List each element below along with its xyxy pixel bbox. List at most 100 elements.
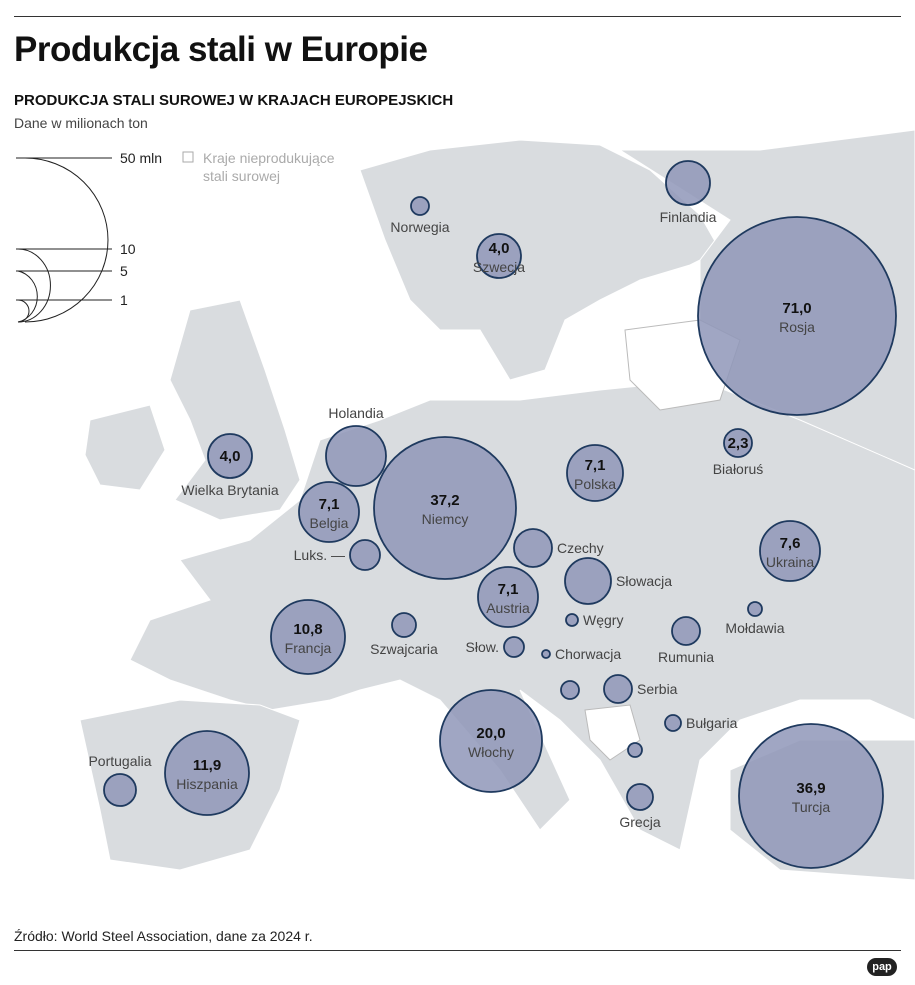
country-wielka-brytania: 4,0 Wielka Brytania (181, 433, 279, 498)
country-luks-: Luks. — (294, 539, 381, 571)
country-label: Węgry (583, 612, 623, 628)
value-label: 71,0 (782, 300, 811, 317)
country-niemcy: 37,2 Niemcy (373, 436, 517, 580)
unit-note: Dane w milionach ton (14, 115, 148, 131)
value-label: 7,6 (780, 535, 801, 552)
country-unnamed (560, 680, 580, 700)
bubble (410, 196, 430, 216)
country-label: Wielka Brytania (181, 482, 278, 498)
bubble (671, 616, 701, 646)
value-label: 37,2 (430, 492, 459, 509)
country-label: Serbia (637, 681, 678, 697)
value-label: 7,1 (585, 457, 606, 474)
bubble (503, 636, 525, 658)
country-austria: 7,1 Austria (477, 566, 539, 628)
bubble (664, 714, 682, 732)
bubble (349, 539, 381, 571)
bubble (560, 680, 580, 700)
bubbles: Finlandia Norwegia 4,0 Szwecja 71,0 Rosja Hola… (88, 160, 897, 869)
land-britain (169, 299, 301, 521)
legend-non-producing: Kraje nieprodukujące stali surowej (203, 150, 335, 184)
land-ireland (84, 404, 166, 491)
value-label: 11,9 (193, 757, 221, 774)
country-label: Grecja (619, 814, 660, 830)
legend-sizes (16, 157, 112, 323)
value-label: 36,9 (796, 780, 825, 797)
country-label: Chorwacja (555, 646, 621, 662)
bubble (325, 425, 387, 487)
country-rumunia: Rumunia (658, 616, 714, 665)
country-włochy: 20,0 Włochy (439, 689, 543, 793)
value-label: 20,0 (476, 725, 505, 742)
country-label: Szwajcaria (370, 641, 438, 657)
value-label: 4,0 (220, 448, 241, 465)
country-label: Włochy (468, 744, 514, 760)
country-label: Norwegia (390, 219, 449, 235)
country-francja: 10,8 Francja (270, 599, 346, 675)
value-label: 7,1 (319, 496, 340, 513)
bubble (738, 723, 884, 869)
country-label: Finlandia (660, 209, 717, 225)
country-label: Białoruś (713, 461, 764, 477)
country-label: Polska (574, 476, 616, 492)
bubble (541, 649, 551, 659)
legend-50: 50 mln (120, 150, 162, 166)
country-turcja: 36,9 Turcja (738, 723, 884, 869)
country-chorwacja: Chorwacja (541, 646, 621, 662)
bubble (564, 557, 612, 605)
bubble (566, 444, 624, 502)
bubble (513, 528, 553, 568)
country-label: Słowacja (616, 573, 672, 589)
bubble (665, 160, 711, 206)
country-belgia: 7,1 Belgia (298, 481, 360, 543)
country-słow-: Słow. (466, 636, 525, 658)
country-ukraina: 7,6 Ukraina (759, 520, 821, 582)
country-polska: 7,1 Polska (566, 444, 624, 502)
bubble (207, 433, 253, 479)
bubble (164, 730, 250, 816)
country-label: Ukraina (766, 554, 814, 570)
top-rule (14, 16, 901, 17)
country-finlandia: Finlandia (660, 160, 717, 225)
country-label: Rosja (779, 319, 815, 335)
country-portugalia: Portugalia (88, 753, 152, 807)
bottom-rule (14, 950, 901, 951)
country-słowacja: Słowacja (564, 557, 672, 605)
bubble (723, 428, 753, 458)
bubble (373, 436, 517, 580)
country-label: Mołdawia (725, 620, 784, 636)
legend-1: 1 (120, 292, 128, 308)
country-unnamed (627, 742, 643, 758)
bubble (439, 689, 543, 793)
country-grecja: Grecja (619, 783, 661, 830)
value-label: 7,1 (498, 581, 519, 598)
subtitle: PRODUKCJA STALI SUROWEJ W KRAJACH EUROPE… (14, 92, 454, 109)
country-węgry: Węgry (565, 612, 623, 628)
country-label: Holandia (328, 405, 383, 421)
pap-logo: pap (867, 958, 897, 976)
value-label: 2,3 (728, 435, 749, 452)
country-czechy: Czechy (513, 528, 604, 568)
source-note: Źródło: World Steel Association, dane za… (14, 928, 313, 944)
country-holandia: Holandia (325, 405, 387, 487)
bubble (270, 599, 346, 675)
country-label: Szwecja (473, 259, 525, 275)
bubble (565, 613, 579, 627)
country-label: Turcja (792, 799, 831, 815)
country-hiszpania: 11,9 Hiszpania (164, 730, 250, 816)
bubble (627, 742, 643, 758)
country-norwegia: Norwegia (390, 196, 450, 235)
legend-5: 5 (120, 263, 128, 279)
non-producing-balkans (584, 704, 641, 761)
page-title: Produkcja stali w Europie (14, 30, 428, 69)
country-serbia: Serbia (603, 674, 678, 704)
bubble (626, 783, 654, 811)
bubble (476, 233, 522, 279)
country-label: Słow. (466, 639, 499, 655)
country-label: Luks. — (294, 547, 345, 563)
bubble (477, 566, 539, 628)
country-label: Belgia (310, 515, 349, 531)
country-bułgaria: Bułgaria (664, 714, 738, 732)
